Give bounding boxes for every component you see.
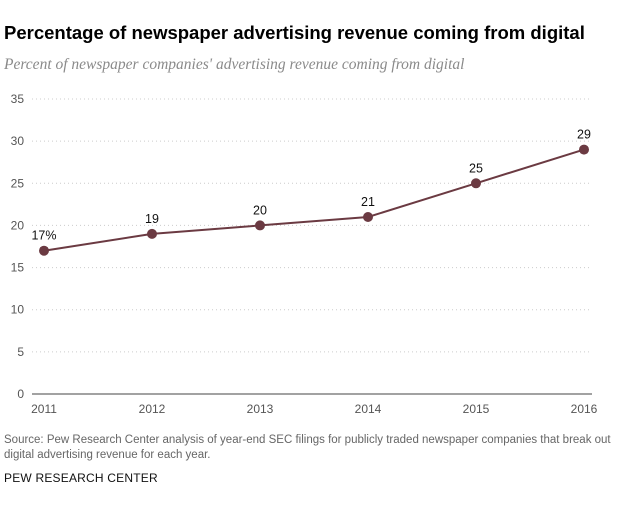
data-label-2014: 21 (361, 195, 375, 209)
y-tick-label-25: 25 (11, 176, 25, 190)
series-line-0 (43, 148, 585, 252)
y-tick-label-15: 15 (11, 261, 25, 275)
y-tick-label-30: 30 (11, 134, 25, 148)
y-tick-label-10: 10 (11, 303, 25, 317)
data-point-2014 (363, 212, 373, 222)
y-tick-label-0: 0 (17, 387, 24, 401)
chart-subtitle: Percent of newspaper companies' advertis… (4, 56, 465, 73)
data-label-2016: 29 (577, 128, 591, 142)
data-point-2011 (39, 245, 49, 256)
data-point-2012 (147, 228, 157, 239)
data-label-2013: 20 (253, 203, 267, 217)
data-label-2011: 17% (31, 229, 56, 243)
y-tick-label-35: 35 (11, 92, 25, 106)
source-note: Source: Pew Research Center analysis of … (4, 434, 611, 461)
org-credit: PEW RESEARCH CENTER (4, 471, 158, 485)
y-tick-label-5: 5 (17, 345, 24, 359)
data-label-2015: 25 (469, 161, 483, 175)
data-point-2013 (255, 220, 265, 231)
series (39, 144, 589, 256)
x-tick-label-2013: 2013 (247, 402, 274, 416)
axes: 0 5 10 15 20 25 30 35 2011 2012 2013 2014 2015 2016 (11, 92, 598, 416)
chart-title: Percentage of newspaper advertising reve… (4, 22, 585, 43)
x-tick-label-2015: 2015 (463, 402, 490, 416)
x-tick-label-2016: 2016 (571, 402, 598, 416)
x-tick-label-2012: 2012 (139, 402, 166, 416)
y-tick-label-20: 20 (11, 218, 25, 232)
data-point-2015 (471, 178, 481, 189)
line-chart: 0 5 10 15 20 25 30 35 2011 2012 2013 2014 2015 2016 1… (11, 92, 598, 416)
data-labels: 17% 19 20 21 25 29 (31, 128, 591, 243)
data-point-2016 (579, 144, 589, 155)
x-tick-label-2011: 2011 (31, 402, 57, 416)
x-tick-label-2014: 2014 (355, 402, 382, 416)
gridlines (32, 98, 592, 353)
data-label-2012: 19 (145, 212, 159, 226)
